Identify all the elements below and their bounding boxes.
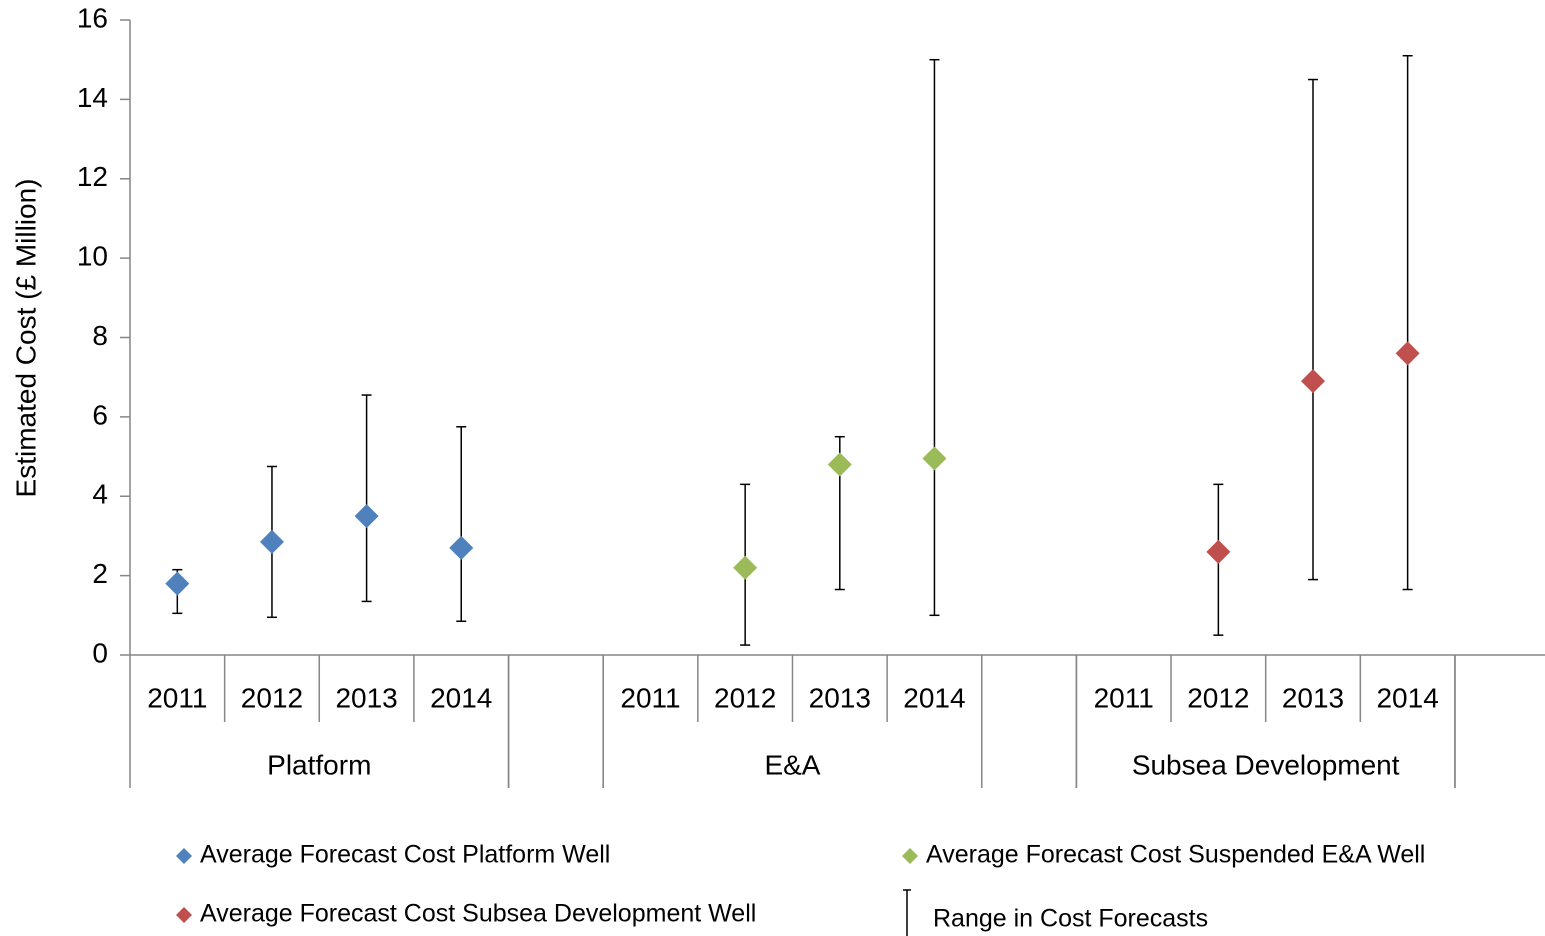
marker	[354, 504, 379, 529]
marker	[1301, 369, 1325, 394]
x-tick-label: 2012	[1187, 682, 1249, 713]
x-tick-label: 2014	[430, 682, 492, 713]
marker	[1395, 341, 1420, 366]
x-tick-label: 2011	[1094, 682, 1154, 713]
legend-marker	[902, 848, 918, 864]
error-bar	[456, 426, 467, 623]
error-bar	[1402, 54, 1413, 591]
marker	[827, 452, 852, 477]
legend-marker	[176, 848, 192, 864]
y-axis-label: Estimated Cost (£ Million)	[10, 179, 41, 498]
marker	[165, 571, 190, 596]
y-tick-label: 16	[77, 2, 108, 33]
group-label: Subsea Development	[1132, 749, 1400, 780]
marker	[259, 529, 284, 554]
y-tick-label: 8	[92, 320, 108, 351]
x-tick-label: 2013	[335, 682, 397, 713]
marker	[449, 535, 474, 560]
legend-label: Range in Cost Forecasts	[933, 905, 1208, 933]
error-bar	[361, 394, 372, 603]
group-label: E&A	[764, 749, 820, 780]
x-tick-label: 2013	[1282, 682, 1344, 713]
legend-label: Average Forecast Cost Suspended E&A Well	[926, 841, 1425, 869]
marker	[1206, 539, 1231, 564]
y-tick-label: 4	[92, 479, 108, 510]
legend-label: Average Forecast Cost Platform Well	[200, 841, 610, 869]
x-tick-label: 2011	[147, 682, 207, 713]
x-tick-label: 2012	[241, 682, 303, 713]
marker	[733, 555, 758, 580]
x-tick-label: 2013	[809, 682, 871, 713]
group-label: Platform	[267, 749, 371, 780]
y-tick-label: 10	[77, 241, 108, 272]
legend-marker	[176, 907, 192, 923]
marker	[922, 446, 947, 471]
y-tick-label: 12	[77, 161, 108, 192]
x-tick-label: 2014	[903, 682, 965, 713]
error-bar	[1308, 78, 1318, 581]
y-tick-label: 6	[92, 399, 108, 430]
error-bar	[929, 58, 940, 617]
x-tick-label: 2012	[714, 682, 776, 713]
y-tick-label: 0	[92, 637, 108, 668]
legend-label: Average Forecast Cost Subsea Development…	[200, 900, 756, 928]
x-tick-label: 2014	[1376, 682, 1438, 713]
y-tick-label: 14	[77, 82, 108, 113]
x-tick-label: 2011	[620, 682, 680, 713]
y-tick-label: 2	[92, 558, 108, 589]
